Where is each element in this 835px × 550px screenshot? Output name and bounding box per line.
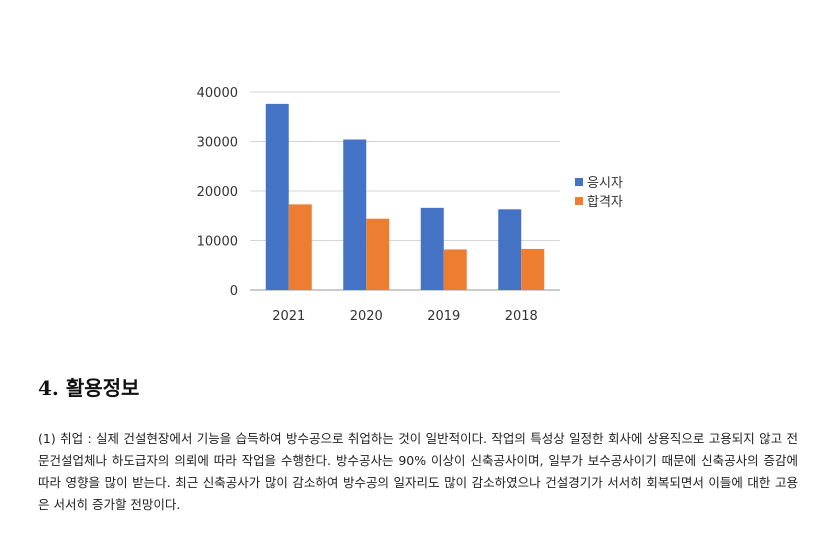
bar-passers-2020 [366,218,390,290]
y-axis-ticks: 0 10000 20000 30000 40000 [197,86,238,299]
y-tick-label: 30000 [197,136,238,151]
x-tick-label: 2018 [505,309,538,324]
bar-applicants-2021 [265,103,289,290]
bar-passers-2021 [288,204,312,290]
legend-label: 응시자 [587,176,623,191]
bar-chart: 0 10000 20000 30000 40000 2021 2020 2019 2018 응… [197,86,623,324]
x-tick-label: 2021 [272,309,305,324]
y-tick-label: 40000 [197,86,238,101]
legend-label: 합격자 [587,195,623,210]
employment-paragraph: (1) 취업 : 실제 건설현장에서 기능을 습득하여 방수공으로 취업하는 것… [38,431,798,512]
x-tick-label: 2020 [350,309,383,324]
y-tick-label: 10000 [197,235,238,250]
bar-passers-2018 [521,248,545,290]
bar-applicants-2019 [420,207,444,290]
x-tick-label: 2019 [427,309,460,324]
x-axis-ticks: 2021 2020 2019 2018 [272,309,538,324]
y-tick-label: 0 [230,284,238,299]
legend-swatch [575,178,583,186]
bar-applicants-2018 [498,209,522,290]
section-heading: 4. 활용정보 [38,376,140,400]
chart-bars [265,103,545,290]
y-tick-label: 20000 [197,185,238,200]
legend-swatch [575,197,583,205]
bar-applicants-2020 [343,139,367,290]
bar-passers-2019 [443,249,467,290]
